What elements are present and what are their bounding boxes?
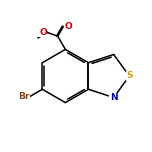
Text: Br: Br <box>18 92 29 101</box>
Text: N: N <box>110 93 117 102</box>
Text: O: O <box>39 28 47 37</box>
Text: S: S <box>126 71 133 81</box>
Text: O: O <box>64 22 72 31</box>
